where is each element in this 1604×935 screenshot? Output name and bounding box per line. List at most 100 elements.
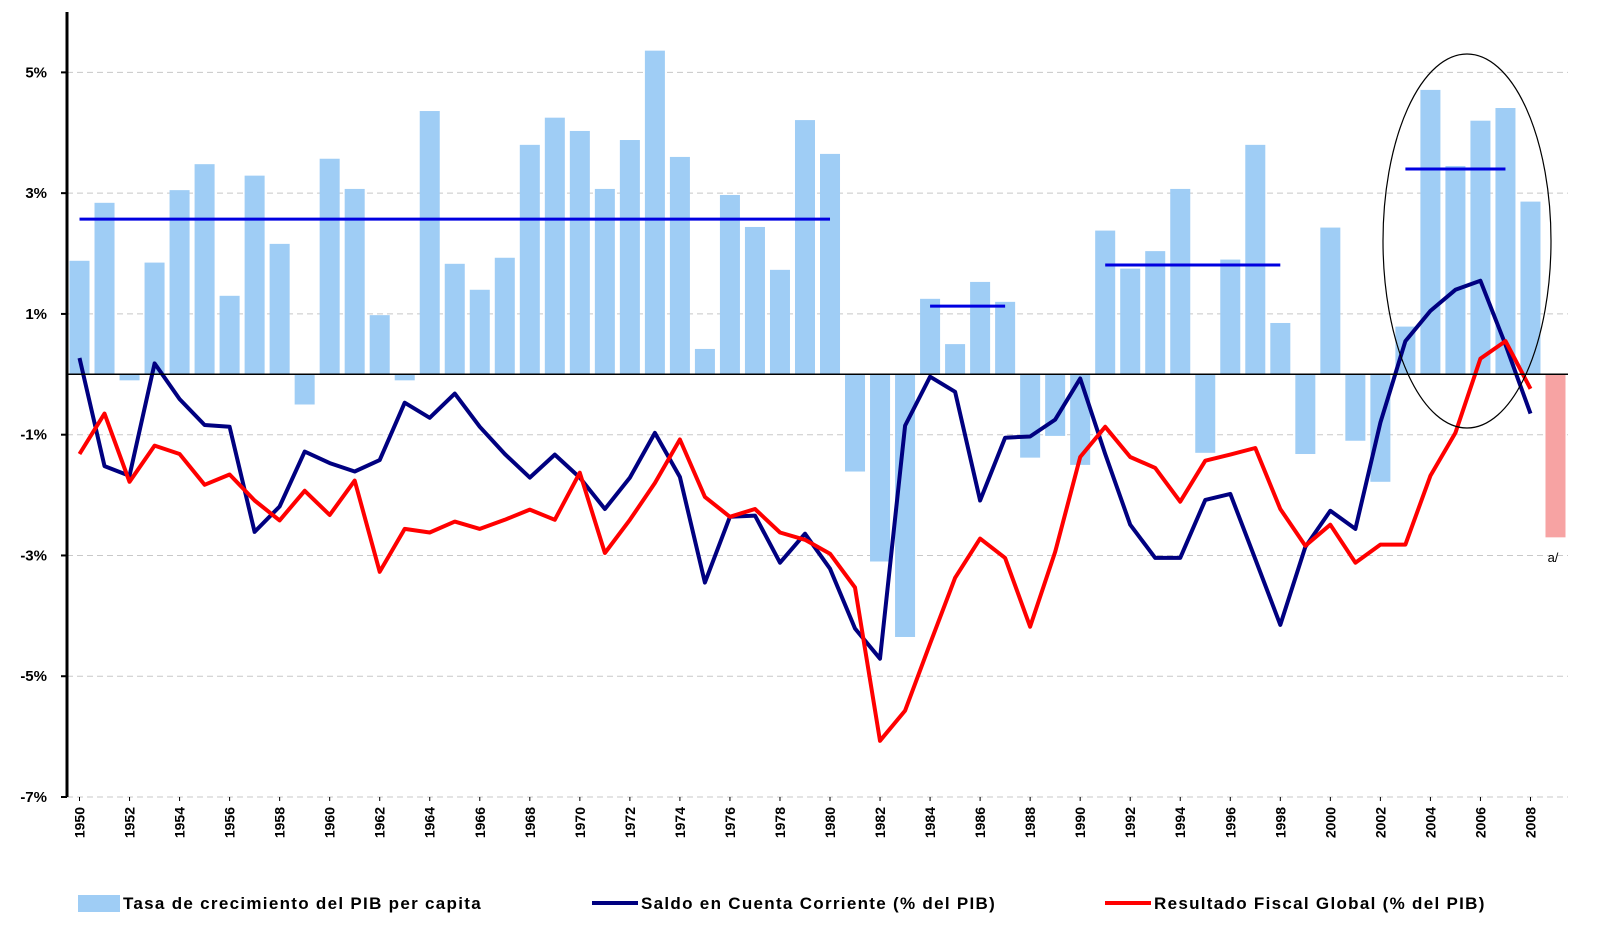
bar [419, 111, 440, 375]
bar [1220, 259, 1241, 375]
x-tick-label: 1976 [722, 807, 738, 838]
bar [1045, 374, 1066, 436]
bar [1195, 374, 1216, 453]
y-tick-label: -5% [20, 668, 47, 685]
bar [1445, 165, 1466, 375]
x-tick-label: 1986 [972, 807, 988, 838]
x-tick-label: 1998 [1272, 807, 1288, 838]
x-tick-label: 1968 [522, 807, 538, 838]
x-tick-label: 1984 [922, 807, 938, 838]
bar [344, 188, 365, 375]
x-tick-label: 1966 [472, 807, 488, 838]
x-tick-label: 2008 [1522, 807, 1538, 838]
bar [1470, 120, 1491, 375]
bar [394, 374, 415, 381]
bar [1420, 89, 1441, 375]
bar [1520, 201, 1541, 375]
bar [1095, 230, 1116, 375]
legend-swatch [78, 895, 120, 912]
bar [995, 301, 1016, 375]
bar [619, 140, 640, 375]
x-tick-label: 1992 [1122, 807, 1138, 838]
bars [69, 50, 1566, 637]
bar [319, 158, 340, 375]
bar [1345, 374, 1366, 441]
x-tick-label: 1960 [322, 807, 338, 838]
x-tick-label: 1970 [572, 807, 588, 838]
bar [494, 257, 515, 375]
line [77, 278, 1533, 661]
bar [1245, 144, 1266, 375]
x-tick-label: 1988 [1022, 807, 1038, 838]
bar [1295, 374, 1316, 455]
bar [845, 374, 866, 472]
x-tick-label: 1974 [672, 807, 688, 838]
legend-label: Tasa de crecimiento del PIB per capita [123, 894, 482, 913]
y-tick-label: 3% [25, 185, 47, 202]
x-tick-label: 1996 [1222, 807, 1238, 838]
x-tick-label: 1952 [122, 807, 138, 838]
bar [219, 295, 240, 375]
bar [119, 374, 140, 381]
x-tick-label: 1994 [1172, 807, 1188, 838]
bar [644, 50, 665, 375]
x-tick-label: 1962 [372, 807, 388, 838]
bar [519, 144, 540, 375]
x-tick-label: 1972 [622, 807, 638, 838]
x-tick-label: 2000 [1322, 807, 1338, 838]
x-tick-label: 1950 [72, 807, 88, 838]
y-tick-label: -1% [20, 427, 47, 444]
bar [719, 194, 740, 375]
bar [1145, 251, 1166, 375]
x-tick-label: 1990 [1072, 807, 1088, 838]
legend: Tasa de crecimiento del PIB per capita Sa… [78, 894, 1486, 913]
bar [870, 374, 891, 562]
bar [744, 226, 765, 375]
bar [920, 298, 941, 375]
bar [69, 260, 90, 375]
bar [1545, 374, 1566, 538]
y-tick-label: 1% [25, 306, 47, 323]
x-tick-label: 2004 [1422, 807, 1438, 838]
bar [1020, 374, 1041, 458]
bar [594, 188, 615, 375]
bar [820, 153, 841, 375]
bar [970, 281, 991, 375]
bar [294, 374, 315, 405]
legend-label: Resultado Fiscal Global (% del PIB) [1154, 894, 1486, 913]
bar [94, 202, 115, 375]
x-tick-label: 1978 [772, 807, 788, 838]
bar [169, 190, 190, 375]
bar [269, 243, 290, 375]
bar [144, 262, 165, 375]
annotation: a/ [1548, 550, 1559, 565]
y-tick-label: -7% [20, 789, 47, 806]
x-tick-label: 1954 [172, 807, 188, 838]
x-tick-label: 1956 [222, 807, 238, 838]
x-tick-label: 1958 [272, 807, 288, 838]
bar [945, 344, 966, 375]
line [77, 339, 1533, 743]
bar [244, 175, 265, 375]
legend-label: Saldo en Cuenta Corriente (% del PIB) [641, 894, 996, 913]
y-tick-label: 5% [25, 64, 47, 81]
x-tick-label: 1982 [872, 807, 888, 838]
bar [794, 120, 815, 375]
y-tick-label: -3% [20, 547, 47, 564]
x-tick-label: 1964 [422, 807, 438, 838]
bar [1120, 268, 1141, 375]
bar [1320, 227, 1341, 375]
bar [369, 315, 390, 375]
x-tick-label: 2006 [1472, 807, 1488, 838]
bar [1170, 188, 1191, 375]
x-tick-label: 1980 [822, 807, 838, 838]
bar [569, 130, 590, 375]
bar [444, 263, 465, 375]
bar [194, 164, 215, 375]
grid [67, 71, 1568, 798]
bar [1270, 322, 1291, 375]
x-tick-label: 2002 [1372, 807, 1388, 838]
bar [895, 374, 916, 637]
bar [1495, 108, 1516, 375]
